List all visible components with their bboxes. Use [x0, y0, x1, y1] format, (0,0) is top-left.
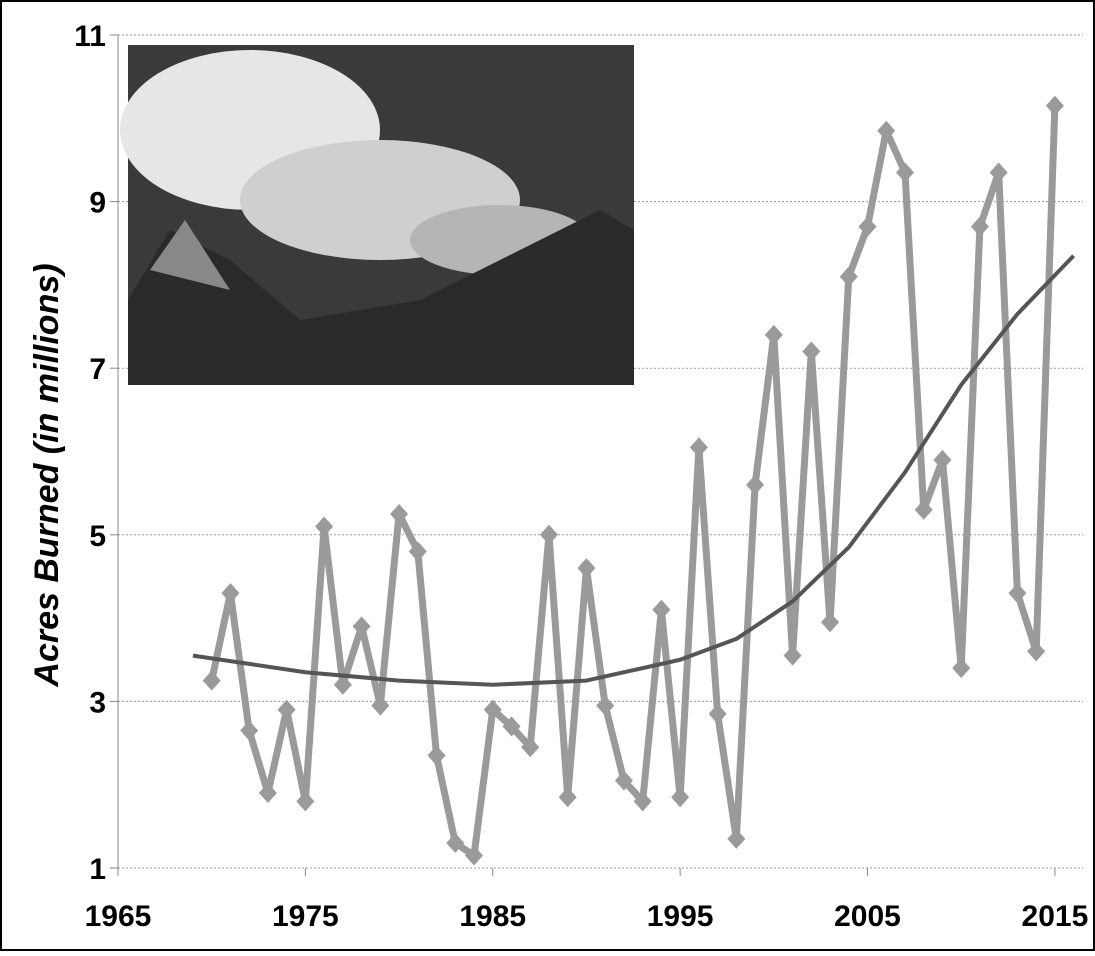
x-tick-label: 1985: [459, 900, 526, 933]
y-tick-label: 9: [89, 187, 106, 220]
y-tick-label: 11: [74, 20, 106, 53]
x-tick-label: 1965: [85, 900, 152, 933]
y-tick-label: 1: [89, 853, 106, 886]
y-tick-label: 5: [89, 520, 106, 553]
x-tick-label: 1995: [647, 900, 714, 933]
x-tick-label: 1975: [272, 900, 339, 933]
chart: Acres Burned (in millions) 1 3 5 7 9 11 1965 19…: [0, 0, 1095, 951]
x-tick-label: 2005: [834, 900, 901, 933]
photo: [120, 45, 634, 385]
x-tick-label: 2015: [1022, 900, 1089, 933]
y-axis-label: Acres Burned (in millions): [28, 263, 66, 687]
y-tick-label: 7: [89, 353, 106, 386]
y-tick-label: 3: [89, 686, 106, 719]
